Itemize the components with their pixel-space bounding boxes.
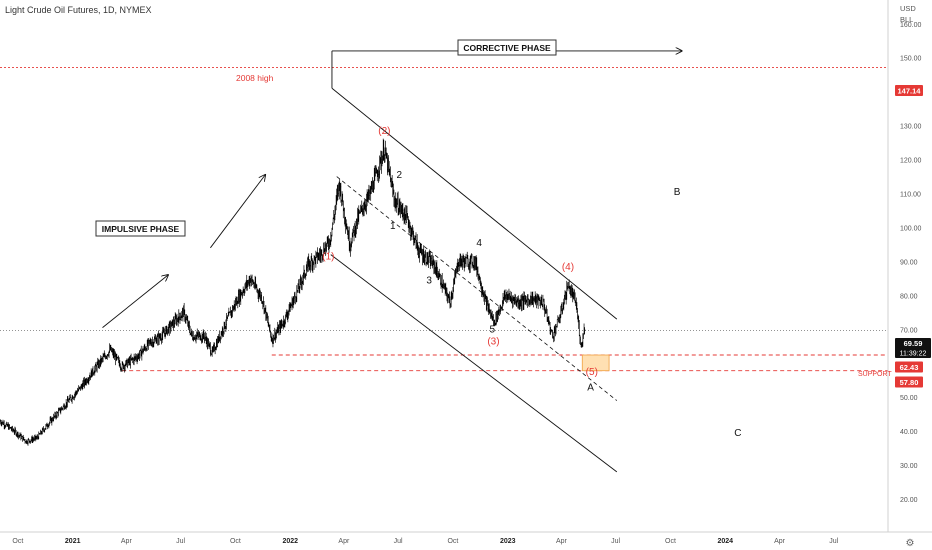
current-price: 69.59 bbox=[904, 339, 923, 348]
price-tick-label: 30.00 bbox=[900, 463, 918, 470]
wave-label: 3 bbox=[426, 275, 432, 286]
price-tick-label: 90.00 bbox=[900, 259, 918, 266]
price-tick-label: 160.00 bbox=[900, 22, 922, 29]
wave-label: (4) bbox=[562, 262, 574, 273]
impulsive-phase-box bbox=[95, 220, 186, 237]
time-tick-label: Jul bbox=[611, 538, 620, 545]
high-2008-price: 147.14 bbox=[898, 87, 922, 96]
corrective-phase-box bbox=[457, 39, 557, 56]
time-tick-label: Apr bbox=[121, 538, 133, 545]
price-tick-label: 120.00 bbox=[900, 158, 922, 165]
unit-label: BLL bbox=[900, 15, 913, 24]
time-tick-label: 2023 bbox=[500, 538, 516, 545]
impulsive-phase-label: IMPULSIVE PHASE bbox=[102, 224, 180, 234]
time-tick-label: Oct bbox=[447, 538, 458, 545]
channel-lower-line bbox=[330, 254, 618, 473]
price-tick-label: 50.00 bbox=[900, 395, 918, 402]
time-tick-label: Jul bbox=[829, 538, 838, 545]
wave-label: 5 bbox=[489, 325, 495, 336]
wave-label: 4 bbox=[476, 238, 482, 249]
time-axis[interactable]: Oct 2021 Apr Jul Oct 2022 Apr Jul Oct 2023 Apr Jul O… bbox=[12, 538, 838, 545]
time-tick-label: 2024 bbox=[718, 538, 734, 545]
time-tick-label: Oct bbox=[665, 538, 676, 545]
wave-label: A bbox=[587, 382, 594, 393]
time-tick-label: Jul bbox=[176, 538, 185, 545]
wave-label: (1) bbox=[322, 252, 334, 263]
current-price-badge bbox=[895, 338, 931, 358]
price-tick-label: 110.00 bbox=[900, 192, 921, 199]
support-lower-badge bbox=[895, 376, 923, 388]
price-tick-label: 150.00 bbox=[900, 56, 922, 63]
time-tick-label: Oct bbox=[230, 538, 241, 545]
time-tick-label: Oct bbox=[12, 538, 23, 545]
annotation-layer: (1) (2) (3) (4) (5) 1 2 3 4 5 A B C bbox=[322, 126, 741, 439]
support-upper-badge bbox=[895, 361, 923, 373]
time-tick-label: Jul bbox=[394, 538, 403, 545]
wave-label: 2 bbox=[397, 170, 403, 181]
chart-title: Light Crude Oil Futures, 1D, NYMEX bbox=[5, 5, 152, 15]
support-label: SUPPORT bbox=[858, 371, 892, 378]
support-lower-price: 57.80 bbox=[900, 378, 919, 387]
wave-label: B bbox=[674, 187, 681, 198]
wave-label: 1 bbox=[390, 221, 396, 232]
impulse-arrow-2 bbox=[210, 175, 265, 249]
time-tick-label: Apr bbox=[338, 538, 350, 545]
grid-layer bbox=[0, 67, 888, 372]
corrective-phase-label: CORRECTIVE PHASE bbox=[463, 43, 551, 53]
time-tick-label: 2022 bbox=[282, 538, 298, 545]
currency-label: USD bbox=[900, 4, 916, 13]
time-tick-label: 2021 bbox=[65, 538, 81, 545]
high-2008-label: 2008 high bbox=[236, 73, 274, 83]
support-zone-box bbox=[581, 354, 610, 372]
wave-label: C bbox=[734, 428, 741, 439]
price-tick-label: 70.00 bbox=[900, 327, 918, 334]
high-2008-price-badge bbox=[895, 85, 923, 96]
impulse-arrow-1 bbox=[102, 275, 169, 328]
wave-label: (5) bbox=[586, 367, 598, 378]
gear-icon[interactable]: ⚙ bbox=[906, 538, 915, 549]
price-series bbox=[0, 138, 586, 446]
wave-label: (3) bbox=[487, 337, 499, 348]
wave-label: (2) bbox=[378, 126, 390, 137]
price-tick-label: 130.00 bbox=[900, 124, 922, 131]
price-tick-label: 80.00 bbox=[900, 293, 918, 300]
channel-mid-line bbox=[336, 176, 618, 401]
price-tick-label: 40.00 bbox=[900, 429, 918, 436]
price-tick-label: 100.00 bbox=[900, 225, 922, 232]
support-upper-price: 62.43 bbox=[900, 363, 919, 372]
bar-countdown: 11:39:22 bbox=[900, 351, 927, 358]
time-tick-label: Apr bbox=[774, 538, 786, 545]
price-tick-label: 20.00 bbox=[900, 497, 918, 504]
time-tick-label: Apr bbox=[556, 538, 568, 545]
